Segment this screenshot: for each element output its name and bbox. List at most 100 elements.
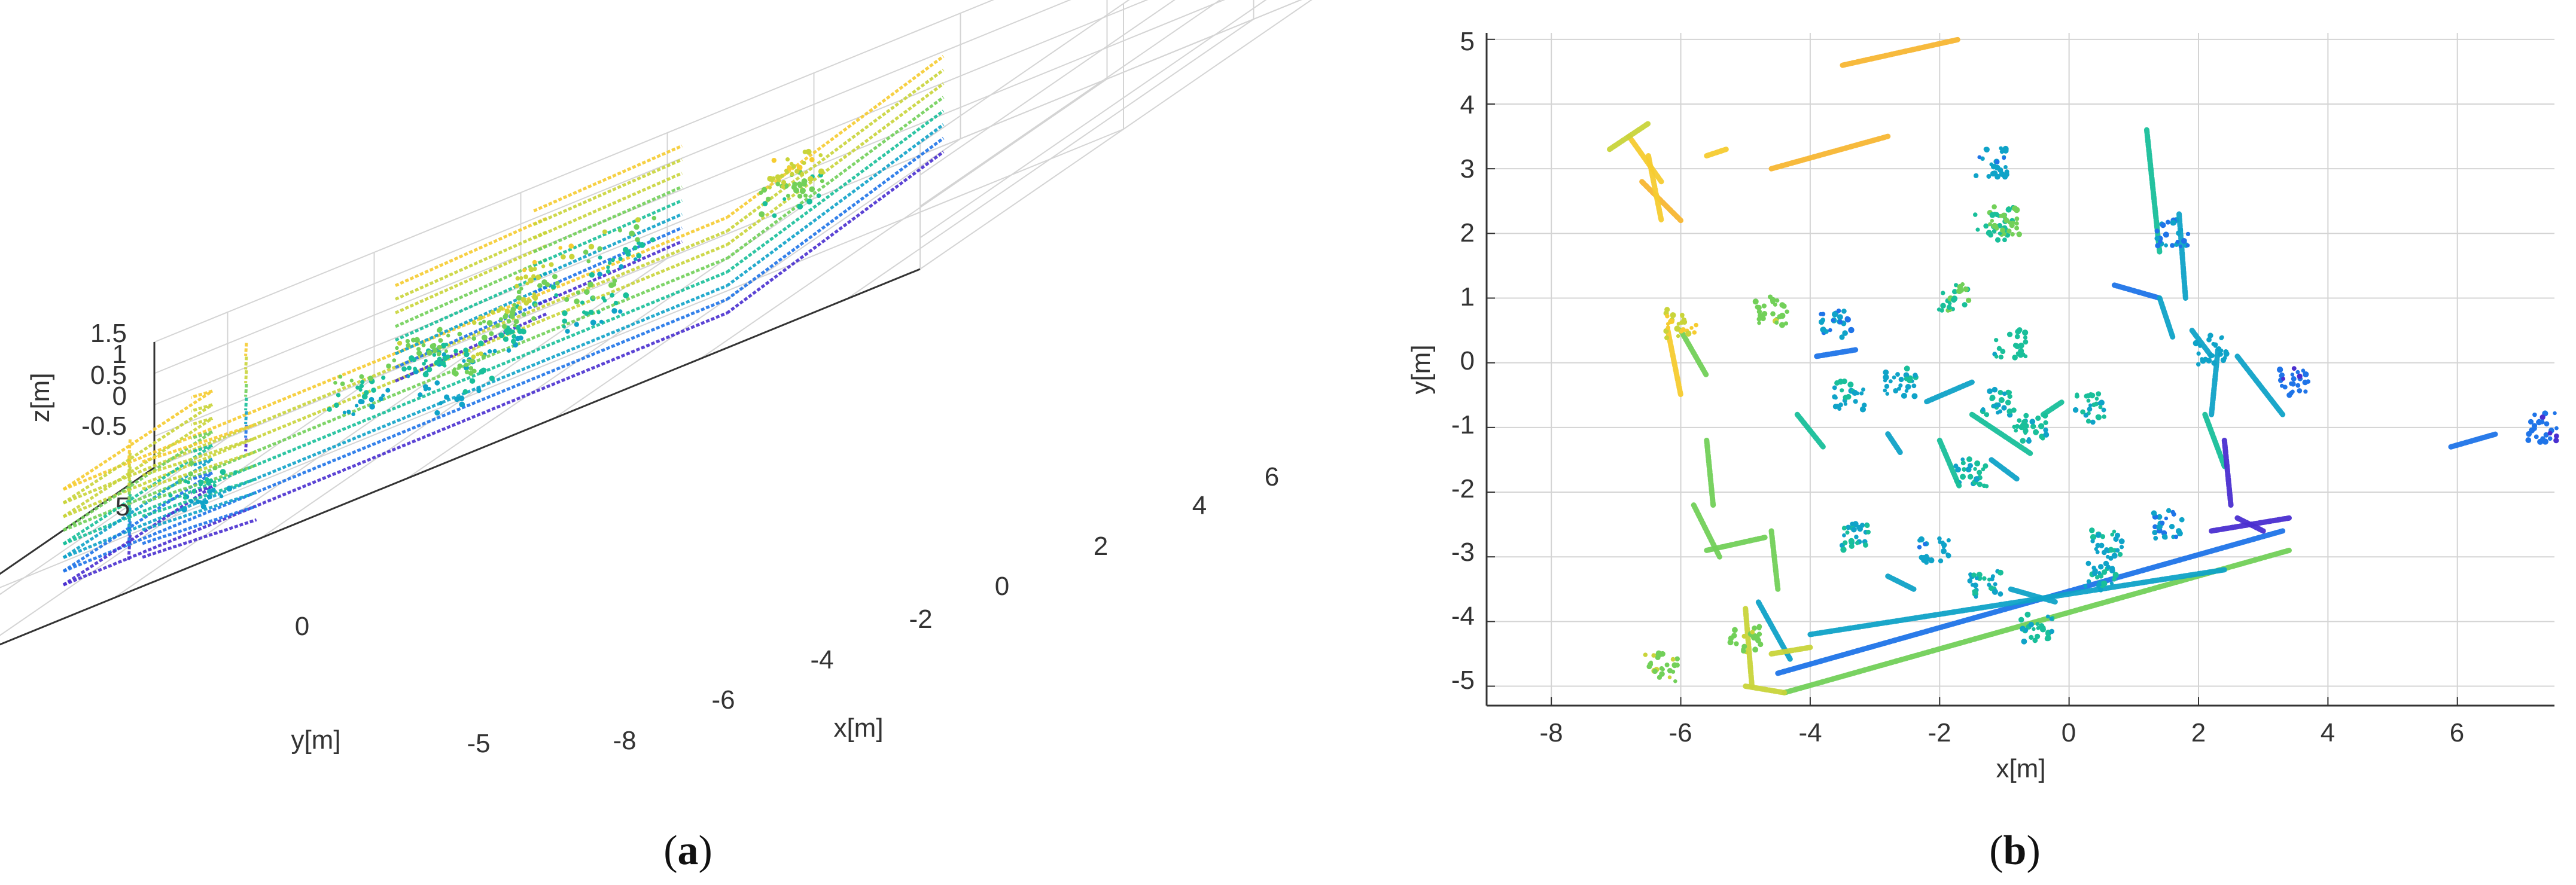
cloud-point — [2072, 407, 2079, 413]
cloud-point — [2002, 391, 2007, 396]
cloud-point — [802, 149, 808, 154]
cloud-point — [1866, 529, 1871, 535]
cloud-point — [233, 470, 237, 475]
cloud-point — [780, 184, 785, 189]
cloud-point — [458, 395, 465, 401]
cloud-point — [2173, 535, 2179, 539]
wall-scan-line — [127, 521, 132, 547]
cloud-point — [1988, 222, 1992, 227]
cloud-point — [602, 298, 607, 303]
wall-point-segment — [2202, 411, 2227, 469]
cloud-point — [2115, 548, 2120, 553]
cloud-point — [495, 323, 500, 328]
cloud-point — [1840, 388, 1844, 393]
cloud-point — [504, 309, 510, 315]
cloud-point — [2301, 368, 2306, 373]
cloud-point — [1998, 389, 2003, 395]
wall-point-segment — [1885, 573, 1917, 592]
x-tick-label: -6 — [711, 685, 735, 715]
cloud-point — [526, 298, 532, 304]
cloud-point — [1674, 656, 1680, 662]
cloud-point — [2101, 580, 2108, 587]
cloud-point — [633, 257, 638, 261]
cloud-point — [1828, 328, 1832, 332]
cloud-point — [2170, 219, 2176, 226]
cloud-point — [2554, 426, 2559, 431]
cloud-point — [2000, 227, 2006, 233]
cloud-point — [2196, 351, 2201, 356]
cloud-point — [623, 292, 629, 298]
cloud-point — [1665, 325, 1671, 330]
cloud-point — [486, 320, 493, 326]
cloud-point — [797, 181, 802, 187]
cloud-point — [522, 268, 526, 273]
cloud-point — [492, 349, 497, 353]
cloud-point — [775, 181, 781, 187]
cloud-point — [2020, 438, 2026, 444]
cloud-point — [1818, 319, 1825, 325]
cloud-point — [1643, 652, 1648, 657]
cloud-point — [1987, 582, 1992, 587]
cloud-point — [2005, 399, 2011, 405]
cloud-point — [1990, 170, 1996, 177]
cloud-point — [510, 338, 516, 344]
cloud-point — [1837, 314, 1843, 321]
cloud-point — [2151, 510, 2157, 516]
wall-point-segment — [1807, 567, 2227, 637]
cloud-point — [405, 338, 410, 344]
cloud-point — [586, 259, 591, 264]
cloud-point — [1841, 526, 1847, 531]
cloud-point — [2152, 530, 2158, 536]
cloud-point — [1988, 232, 1993, 238]
cloud-point — [1756, 309, 1762, 315]
cloud-point — [1847, 382, 1854, 388]
cloud-point — [2043, 420, 2048, 425]
cloud-point — [2206, 337, 2212, 343]
cloud-point — [2106, 564, 2111, 570]
cloud-point — [583, 249, 589, 255]
cloud-point — [2185, 243, 2190, 248]
cloud-point — [2540, 414, 2545, 420]
wall-point-segment — [1607, 120, 1651, 152]
cloud-point — [1998, 569, 2003, 576]
x-tick-label: -6 — [1668, 718, 1692, 747]
cloud-point — [1843, 540, 1848, 545]
wall-scan-line — [142, 450, 257, 491]
wall-scan-line — [62, 417, 214, 518]
cloud-point — [212, 483, 217, 487]
cloud-point — [2108, 547, 2114, 553]
cloud-point — [1852, 389, 1858, 396]
cloud-point — [613, 300, 619, 306]
wall-scan-line — [62, 389, 214, 491]
cloud-point — [200, 500, 205, 505]
x-tick-label: -4 — [810, 645, 833, 675]
cloud-point — [421, 343, 426, 347]
cloud-point — [2110, 566, 2115, 571]
cloud-point — [1843, 402, 1848, 406]
cloud-point — [2154, 236, 2160, 242]
cloud-point — [1785, 309, 1789, 315]
y-tick-label: -2 — [1451, 474, 1475, 503]
cloud-point — [1974, 460, 1981, 466]
cloud-point — [406, 374, 410, 379]
cloud-point — [2207, 332, 2213, 338]
cloud-point — [2096, 391, 2102, 397]
cloud-point — [1990, 574, 1995, 579]
cloud-point — [1892, 375, 1896, 380]
cloud-point — [2108, 556, 2114, 561]
cloud-point — [610, 258, 615, 263]
cloud-point — [1980, 156, 1985, 161]
cloud-point — [346, 410, 351, 414]
cloud-point — [2110, 532, 2115, 537]
wall-point-segment — [1704, 147, 1729, 159]
cloud-point — [2023, 335, 2028, 340]
cloud-point — [407, 365, 412, 371]
cloud-point — [1752, 625, 1758, 631]
cloud-point — [392, 358, 397, 362]
wall-point-segment — [1743, 683, 1788, 695]
y-tick-label: 0 — [295, 612, 309, 641]
cloud-point — [2075, 392, 2079, 397]
wall-scan-line — [142, 477, 257, 518]
cloud-point — [574, 322, 579, 327]
cloud-point — [2109, 581, 2114, 586]
